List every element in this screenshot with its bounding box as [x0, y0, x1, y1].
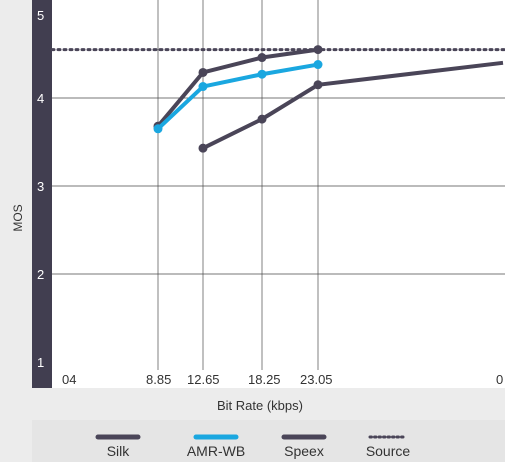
amr-wb-point: [153, 124, 163, 134]
x-title-row: [32, 388, 505, 416]
x-tick-label: 8.85: [146, 372, 171, 387]
amr-wb-legend-label: AMR-WB: [187, 443, 245, 459]
amr-wb-point: [257, 69, 267, 79]
y-axis-bar: [32, 0, 52, 388]
y-tick-label: 1: [37, 355, 44, 370]
amr-wb-point: [198, 82, 208, 92]
silk-point: [257, 53, 267, 63]
y-ticks: 1 2 3 4 5: [37, 8, 44, 370]
x-tick-label: 18.25: [248, 372, 281, 387]
speex-legend-label: Speex: [284, 443, 324, 459]
speex-point: [198, 143, 208, 153]
amr-wb-line: [156, 62, 319, 131]
plot-area: [32, 0, 505, 388]
amr-wb-point: [313, 60, 323, 70]
source-legend-label: Source: [366, 443, 411, 459]
x-tick-strip: [52, 370, 505, 388]
y-axis-title: MOS: [11, 204, 25, 231]
x-axis-title: Bit Rate (kbps): [217, 398, 303, 413]
series-lines: [50, 45, 505, 153]
y-tick-label: 5: [37, 8, 44, 23]
silk-legend-label: Silk: [107, 443, 131, 459]
legend: Silk AMR-WB Speex Source: [95, 434, 411, 459]
y-tick-label: 2: [37, 267, 44, 282]
x-tick-label: 12.65: [187, 372, 220, 387]
speex-point: [257, 114, 267, 124]
silk-line: [156, 47, 319, 128]
x-tick-label: 04: [62, 372, 76, 387]
x-tick-label: 0: [496, 372, 503, 387]
y-tick-label: 3: [37, 179, 44, 194]
x-ticks: 04 8.85 12.65 18.25 23.05 0: [62, 372, 503, 387]
speex-line: [202, 60, 504, 150]
x-tick-label: 23.05: [300, 372, 333, 387]
speex-point: [313, 80, 323, 90]
legend-box: [32, 420, 505, 462]
y-tick-label: 4: [37, 91, 44, 106]
silk-point: [198, 67, 208, 77]
